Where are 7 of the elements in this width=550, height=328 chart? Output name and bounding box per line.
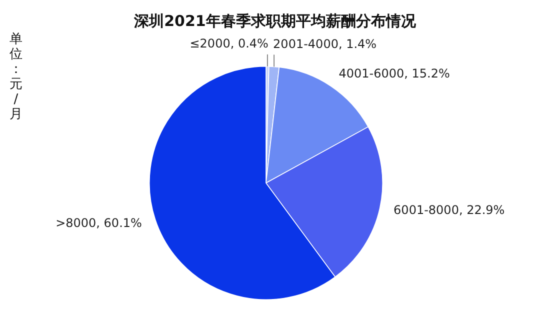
slice-label: >8000, 60.1% <box>56 216 142 230</box>
slice-label: ≤2000, 0.4% <box>190 36 268 51</box>
slice-label: 4001-6000, 15.2% <box>338 66 450 81</box>
slice-label: 6001-8000, 22.9% <box>394 203 505 218</box>
text: 单位：元/月 <box>8 32 24 122</box>
chart-title: 深圳2021年春季求职期平均薪酬分布情况 <box>133 12 417 31</box>
slice-label: 2001-4000, 1.4% <box>273 36 377 51</box>
